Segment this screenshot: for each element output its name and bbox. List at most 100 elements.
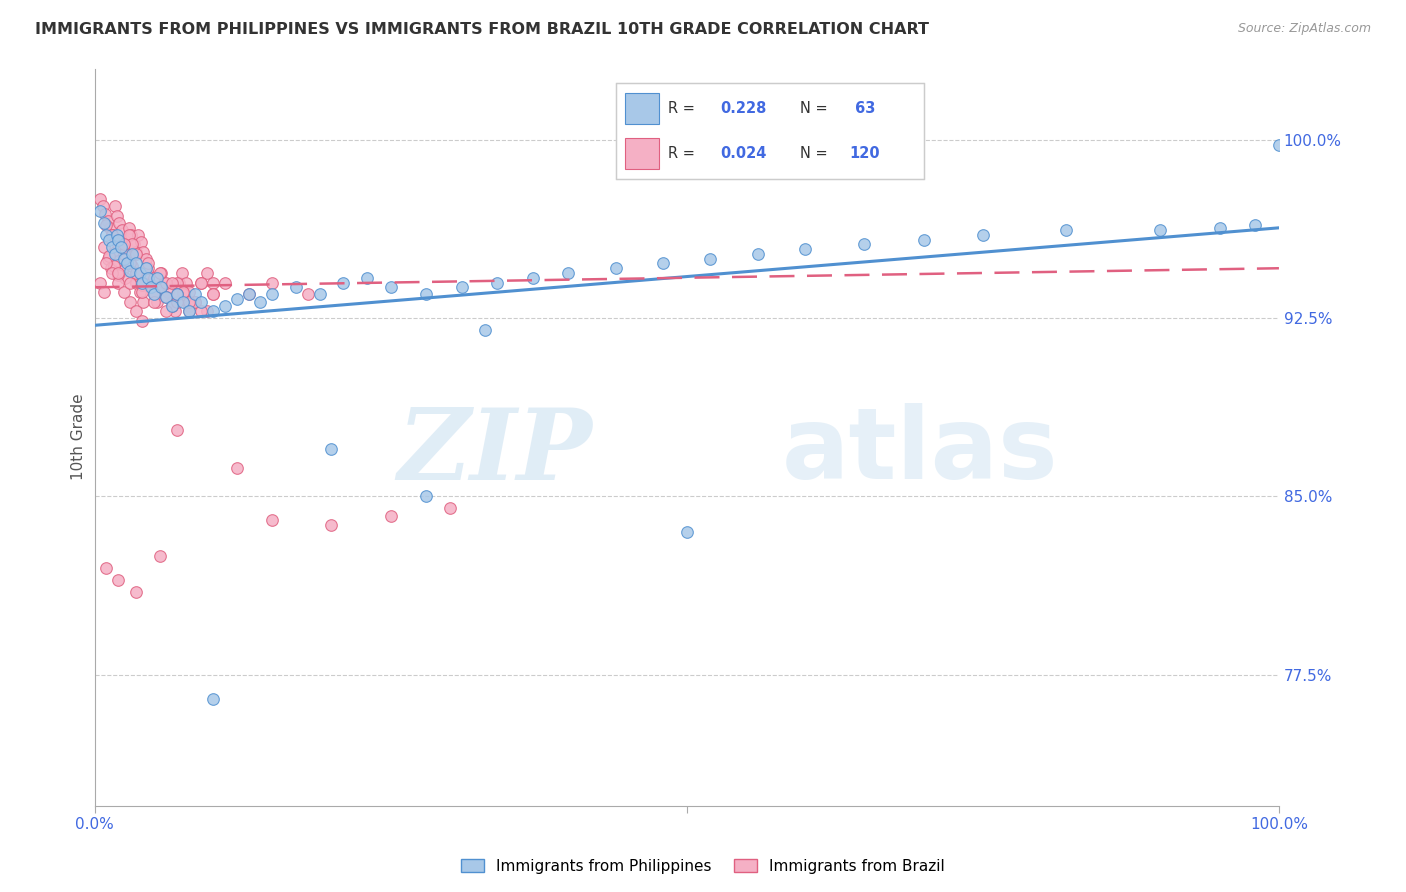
Point xyxy=(107,254,129,268)
Point xyxy=(262,513,284,527)
Point xyxy=(486,276,509,290)
Point xyxy=(380,280,402,294)
Point xyxy=(321,442,343,456)
Point xyxy=(195,266,218,280)
Point xyxy=(166,287,188,301)
Point xyxy=(214,276,236,290)
Point xyxy=(98,220,121,235)
Point xyxy=(125,244,148,259)
Point xyxy=(356,270,378,285)
Point xyxy=(160,294,183,309)
Point xyxy=(450,280,472,294)
Point xyxy=(110,240,132,254)
Point xyxy=(321,518,343,533)
Point xyxy=(853,237,876,252)
Point xyxy=(184,294,207,309)
Point xyxy=(107,573,129,587)
Point xyxy=(128,285,150,299)
Point xyxy=(179,294,201,309)
Point xyxy=(155,290,177,304)
Point xyxy=(97,252,120,266)
Point xyxy=(605,261,627,276)
Point xyxy=(155,290,177,304)
Point xyxy=(134,252,156,266)
Point xyxy=(121,237,143,252)
Point xyxy=(132,294,155,309)
Point xyxy=(149,280,172,294)
Point xyxy=(142,287,165,301)
Point xyxy=(166,294,188,309)
Point xyxy=(112,237,135,252)
Point xyxy=(111,263,134,277)
Point xyxy=(699,252,721,266)
Point xyxy=(160,299,183,313)
Point xyxy=(972,227,994,242)
Point xyxy=(179,304,201,318)
Point xyxy=(172,266,194,280)
Point xyxy=(115,256,138,270)
Legend: Immigrants from Philippines, Immigrants from Brazil: Immigrants from Philippines, Immigrants … xyxy=(454,853,952,880)
Point xyxy=(93,240,115,254)
Point xyxy=(139,276,162,290)
Point xyxy=(284,280,307,294)
Point xyxy=(153,276,176,290)
Point xyxy=(108,216,131,230)
Point xyxy=(166,276,188,290)
Point xyxy=(184,287,207,301)
Point xyxy=(155,276,177,290)
Point xyxy=(105,209,128,223)
Point xyxy=(415,287,437,301)
Point xyxy=(96,561,118,575)
Point xyxy=(134,261,156,276)
Point xyxy=(125,266,148,280)
Point xyxy=(93,285,115,299)
Point xyxy=(118,220,141,235)
Point xyxy=(101,266,124,280)
Point xyxy=(380,508,402,523)
Point xyxy=(114,270,136,285)
Point xyxy=(131,277,153,292)
Point xyxy=(557,266,579,280)
Point xyxy=(522,270,544,285)
Point xyxy=(262,276,284,290)
Point xyxy=(125,256,148,270)
Point xyxy=(794,242,817,256)
Point xyxy=(101,227,124,242)
Point xyxy=(146,270,169,285)
Point xyxy=(125,304,148,318)
Point xyxy=(131,285,153,299)
Point xyxy=(167,276,190,290)
Point xyxy=(201,691,224,706)
Point xyxy=(91,199,114,213)
Point xyxy=(262,287,284,301)
Point xyxy=(96,227,118,242)
Point xyxy=(89,192,111,206)
Point xyxy=(214,299,236,313)
Point xyxy=(121,247,143,261)
Point xyxy=(201,287,224,301)
Point xyxy=(111,223,134,237)
Point xyxy=(117,249,139,263)
Point xyxy=(100,261,122,276)
Point xyxy=(308,287,330,301)
Point xyxy=(652,256,675,270)
Point xyxy=(107,266,129,280)
Point xyxy=(332,276,354,290)
Point xyxy=(225,292,247,306)
Point xyxy=(439,501,461,516)
Point xyxy=(136,261,159,276)
Point xyxy=(131,276,153,290)
Point xyxy=(184,294,207,309)
Point xyxy=(112,233,135,247)
Point xyxy=(107,268,129,283)
Point xyxy=(112,285,135,299)
Point xyxy=(195,304,218,318)
Point xyxy=(93,216,115,230)
Point xyxy=(190,276,212,290)
Point xyxy=(141,280,163,294)
Point xyxy=(142,294,165,309)
Point xyxy=(131,313,153,327)
Point xyxy=(166,423,188,437)
Point xyxy=(105,227,128,242)
Point xyxy=(96,219,118,233)
